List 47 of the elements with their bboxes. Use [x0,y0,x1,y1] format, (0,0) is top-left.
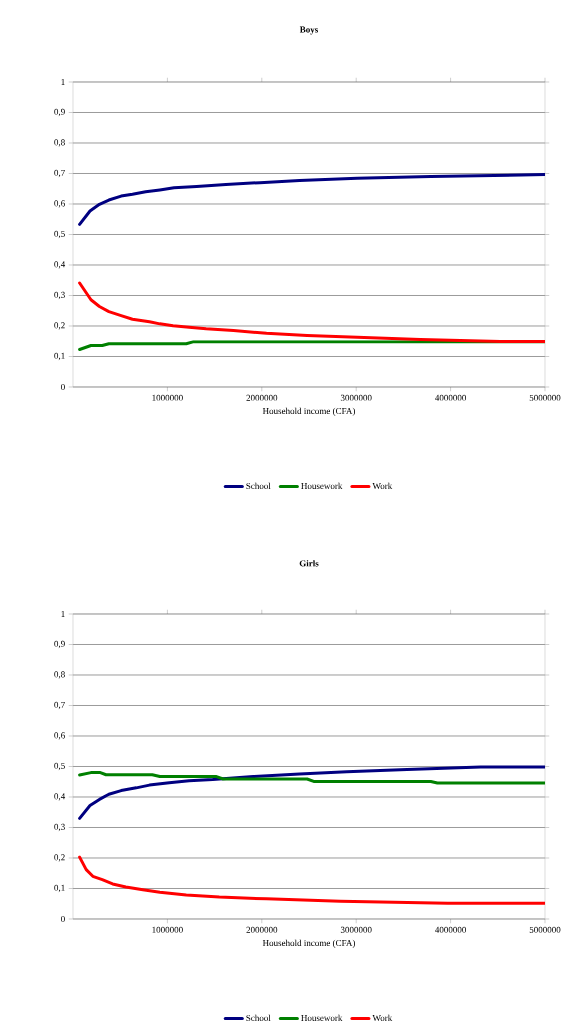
x-tick-label: 4000000 [435,926,466,933]
legend-label: Work [372,482,393,490]
x-tick-label: 2000000 [246,394,278,401]
line-series [78,855,545,905]
x-tick-label: 4000000 [435,394,466,401]
x-axis-title: Household income (CFA) [262,407,356,416]
legend-label: School [246,1014,271,1022]
y-tick-label: 0 [61,383,65,391]
y-tick-label: 1 [61,611,65,617]
line-series [78,765,545,820]
y-tick-label: 0,1 [54,352,65,361]
y-tick-label: 0,5 [54,762,65,771]
y-tick-label: 0,4 [54,261,66,269]
y-tick-label: 0,6 [54,732,65,740]
y-tick-label: 0,8 [54,671,65,679]
legend-label: School [246,482,271,490]
x-tick-label: 5000000 [529,394,561,401]
x-axis-title: Household income (CFA) [262,939,356,948]
y-tick-label: 0,7 [54,701,65,710]
y-tick-label: 0,3 [54,823,65,832]
y-tick-label: 1 [61,79,65,85]
legend-label: Work [372,1014,393,1022]
y-tick-label: 0,6 [54,200,65,208]
x-tick-label: 3000000 [340,926,372,933]
y-tick-label: 0,3 [54,291,65,300]
x-tick-label: 1000000 [152,394,183,401]
x-tick-label: 2000000 [246,926,278,933]
y-tick-label: 0 [61,915,65,923]
y-tick-label: 0,2 [54,854,65,862]
chart-title: Girls [299,560,319,567]
y-tick-label: 0,9 [54,640,65,649]
y-tick-label: 0,9 [54,108,65,117]
y-tick-label: 0,7 [54,169,65,178]
legend-label: Housework [301,1014,343,1022]
y-tick-label: 0,2 [54,322,65,330]
legend-label: Housework [301,482,343,490]
chart-title: Boys [299,26,319,35]
x-tick-label: 1000000 [152,926,183,933]
y-tick-label: 0,1 [54,884,65,893]
y-tick-label: 0,4 [54,793,66,801]
x-tick-label: 3000000 [340,394,372,401]
y-tick-label: 0,5 [54,230,65,239]
x-tick-label: 5000000 [529,926,561,933]
line-series [78,771,545,785]
line-series [78,281,545,344]
y-tick-label: 0,8 [54,139,65,147]
line-series [78,172,545,226]
